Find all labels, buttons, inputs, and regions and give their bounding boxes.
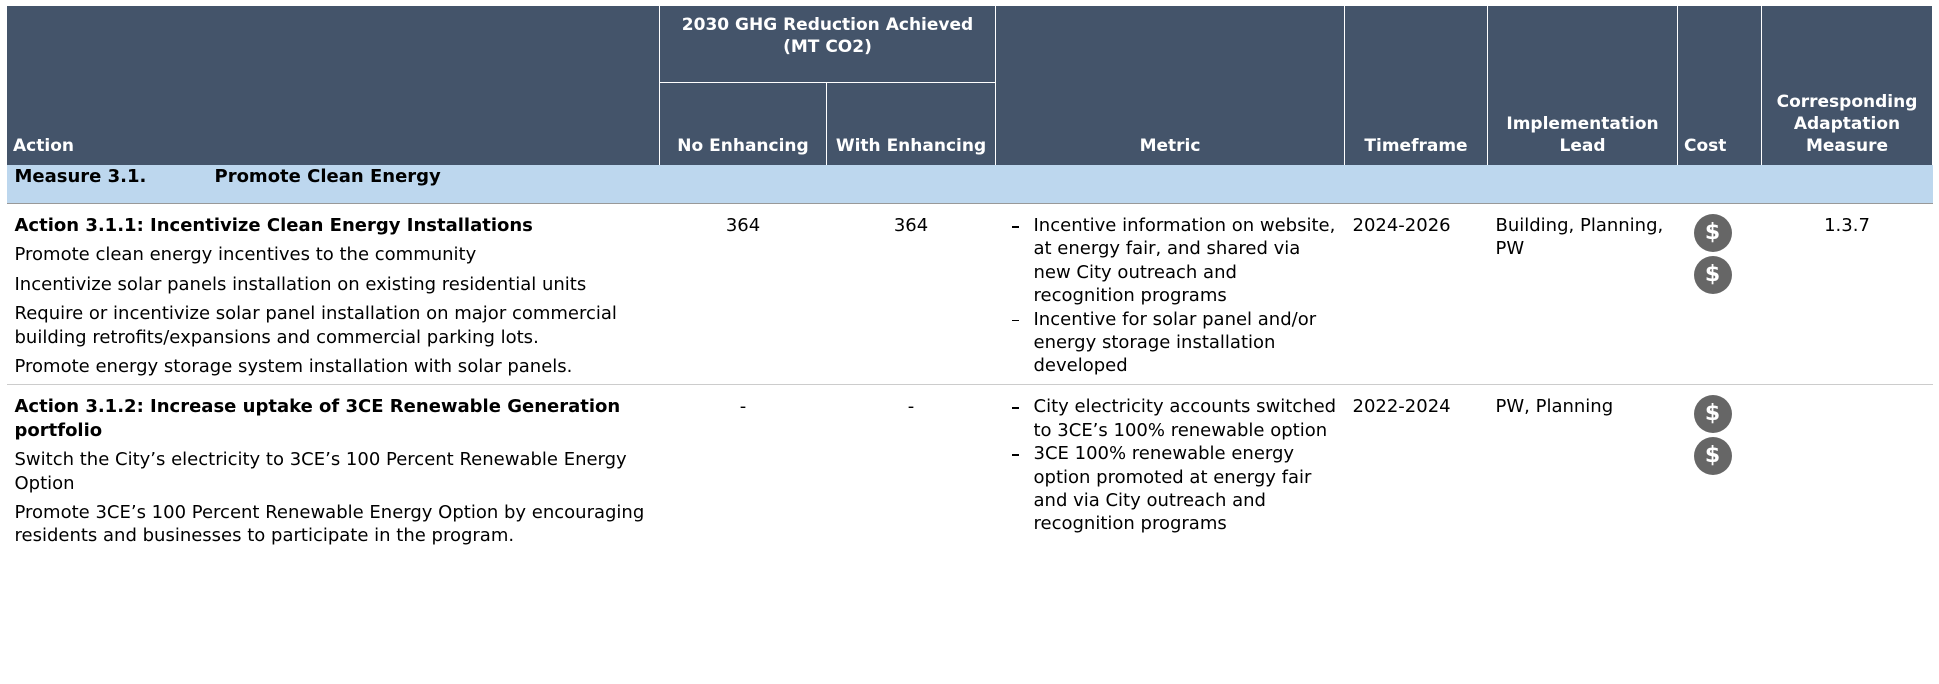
metric-text: Incentive information on website, at ene… xyxy=(1033,215,1336,307)
measure-row: Measure 3.1. Promote Clean Energy xyxy=(6,165,1933,204)
measure-number: Measure 3.1. xyxy=(14,166,147,187)
metric-cell: Incentive information on website, at ene… xyxy=(995,203,1345,386)
bullet xyxy=(1011,454,1019,456)
measure-title: Promote Clean Energy xyxy=(214,166,441,187)
action-description: Incentivize solar panels installation on… xyxy=(14,273,587,295)
bullet xyxy=(1011,407,1019,409)
header-cell: Metric xyxy=(995,6,1345,165)
cost-icon: $ xyxy=(1693,395,1732,434)
metric-item: Incentive information on website, at ene… xyxy=(1004,214,1337,308)
cost-cell: $ $ xyxy=(1677,203,1762,386)
adaptation xyxy=(1762,385,1933,554)
timeframe: 2022-2024 xyxy=(1352,396,1451,418)
cost-cell: $ $ xyxy=(1678,385,1762,554)
metric-text: Incentive for solar panel and/or energy … xyxy=(1033,308,1317,377)
metric-item: 3CE 100% renewable energy option promote… xyxy=(1004,442,1337,536)
with-enhancing: 364 xyxy=(826,203,996,386)
header-cell: 2030 GHG Reduction Achieved (MT CO2) xyxy=(659,6,996,83)
cost-icon: $ xyxy=(1693,256,1732,294)
no-enhancing: 364 xyxy=(659,203,827,386)
action-row: Action 3.1.2: Increase uptake of 3CE Ren… xyxy=(7,385,1933,554)
action-row: Action 3.1.1: Incentivize Clean Energy I… xyxy=(6,203,1933,386)
with-enhancing: - xyxy=(907,396,915,418)
action-cell: Action 3.1.2: Increase uptake of 3CE Ren… xyxy=(7,385,660,554)
table-body: Measure 3.1. Promote Clean Energy Action … xyxy=(6,165,1933,554)
cost-icon: $ xyxy=(1693,214,1732,252)
header-cell: Corresponding Adaptation Measure xyxy=(1761,6,1933,165)
action-table: Action 2030 GHG Reduction Achieved (MT C… xyxy=(6,6,1933,554)
metric-text: City electricity accounts switched to 3C… xyxy=(1033,396,1337,441)
action-cell: Action 3.1.1: Incentivize Clean Energy I… xyxy=(6,203,660,386)
implementation-lead: PW, Planning xyxy=(1495,396,1614,418)
header-cell: Timeframe xyxy=(1344,6,1488,165)
header-cell: No Enhancing xyxy=(659,82,827,165)
header-cell: Cost xyxy=(1677,6,1762,165)
timeframe: 2024-2026 xyxy=(1344,203,1488,386)
action-description: Promote clean energy incentives to the c… xyxy=(14,244,477,266)
header-cell: Action xyxy=(6,6,660,165)
metric-text: 3CE 100% renewable energy option promote… xyxy=(1033,443,1312,535)
action-description: Switch the City’s electricity to 3CE’s 1… xyxy=(14,449,627,494)
header-cell: Implementation Lead xyxy=(1487,6,1678,165)
action-description: Require or incentivize solar panel insta… xyxy=(14,303,617,348)
implementation-lead: Building, Planning, PW xyxy=(1487,203,1678,386)
measure-cell: Measure 3.1. Promote Clean Energy xyxy=(6,165,1933,204)
bullet xyxy=(1011,226,1019,228)
bullet xyxy=(1011,319,1019,322)
metric-item: City electricity accounts switched to 3C… xyxy=(1004,395,1337,442)
adaptation: 1.3.7 xyxy=(1761,203,1933,386)
metric-cell: City electricity accounts switched to 3C… xyxy=(996,385,1345,554)
no-enhancing: - xyxy=(739,396,747,418)
action-title: Action 3.1.1: Incentivize Clean Energy I… xyxy=(14,215,533,236)
action-description: Promote 3CE’s 100 Percent Renewable Ener… xyxy=(14,501,645,547)
action-title: Action 3.1.2: Increase uptake of 3CE Ren… xyxy=(14,396,621,441)
header-cell: With Enhancing xyxy=(826,82,996,165)
cost-icon: $ xyxy=(1693,437,1732,476)
action-description: Promote energy storage system installati… xyxy=(14,355,573,377)
metric-item: Incentive for solar panel and/or energy … xyxy=(1004,308,1337,378)
